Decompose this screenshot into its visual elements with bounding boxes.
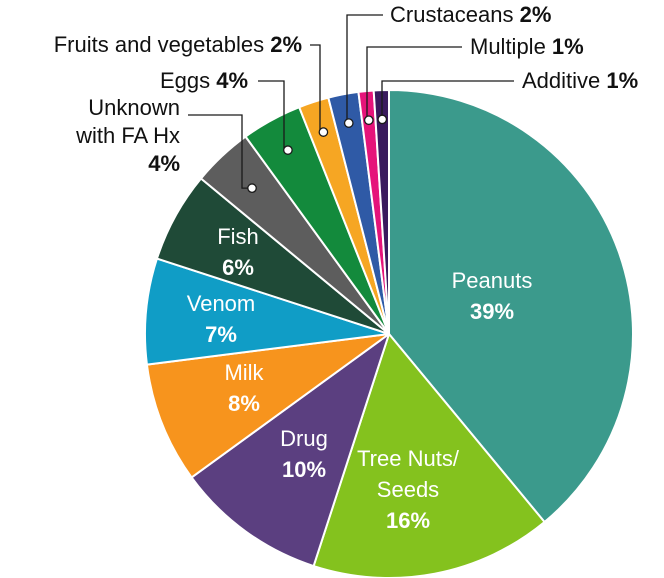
leader-dot-eggs bbox=[283, 145, 293, 155]
leader-dot-additive bbox=[377, 114, 388, 125]
leader-unknown-with-fa-hx bbox=[188, 114, 253, 189]
label-fish: Fish 6% bbox=[217, 224, 259, 280]
label-additive: Additive 1% bbox=[522, 68, 638, 93]
leader-lines bbox=[188, 14, 514, 193]
label-milk: Milk 8% bbox=[224, 360, 264, 416]
label-drug: Drug 10% bbox=[280, 426, 328, 482]
label-tree-nuts-seeds: Tree Nuts/Seeds 16% bbox=[357, 446, 460, 533]
label-crustaceans: Crustaceans 2% bbox=[390, 2, 551, 27]
leader-dot-fruits-and-vegetables bbox=[318, 127, 329, 137]
label-multiple: Multiple 1% bbox=[470, 34, 584, 59]
leader-dot-crustaceans bbox=[343, 118, 354, 128]
label-unknown-with-fa-hx: Unknown with FA Hx 4% bbox=[75, 95, 180, 176]
leader-dot-unknown-with-fa-hx bbox=[247, 183, 257, 193]
label-peanuts: Peanuts 39% bbox=[452, 268, 533, 324]
label-eggs: Eggs 4% bbox=[160, 68, 248, 93]
label-venom: Venom 7% bbox=[187, 291, 256, 347]
leader-dot-multiple bbox=[363, 115, 374, 126]
label-fruits-and-vegetables: Fruits and vegetables 2% bbox=[54, 32, 302, 57]
slice-labels: Peanuts 39% Tree Nuts/Seeds 16% Drug 10% Milk 8… bbox=[54, 2, 638, 533]
